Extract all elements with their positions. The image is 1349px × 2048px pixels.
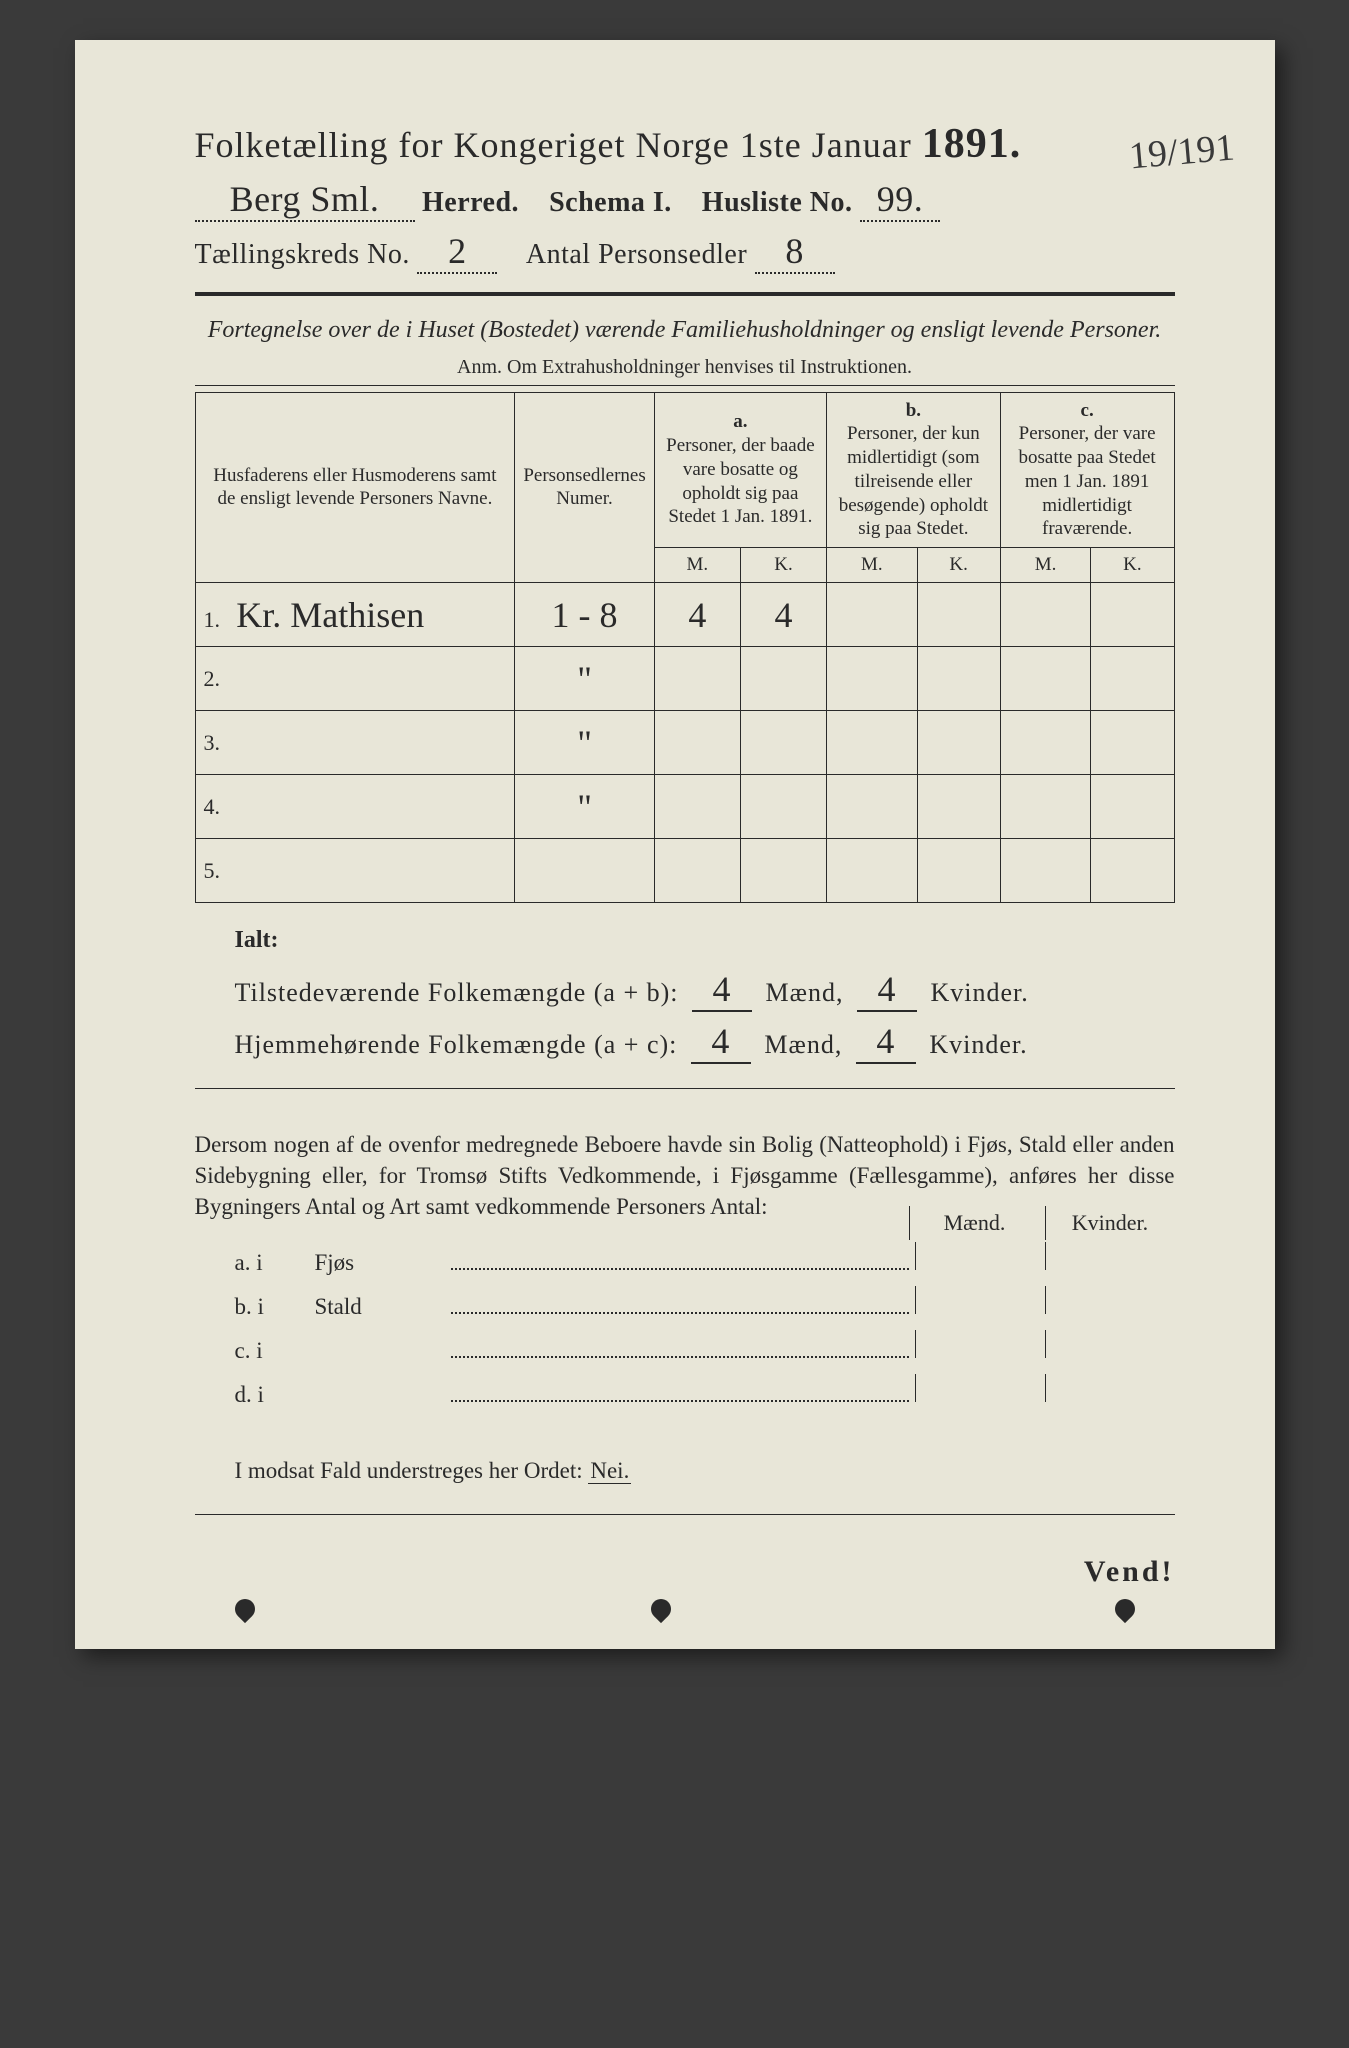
- building-row: d. i: [235, 1374, 1175, 1408]
- kvinder-label: Kvinder.: [929, 1030, 1027, 1059]
- present-m: 4: [692, 968, 752, 1012]
- census-table: Husfaderens eller Husmoderens samt de en…: [195, 392, 1175, 904]
- divider: [195, 1088, 1175, 1089]
- header-line-3: Tællingskreds No. 2 Antal Personsedler 8: [195, 230, 1175, 274]
- col-header-a: a. Personer, der baade vare bosatte og o…: [654, 392, 826, 548]
- mk-header: K.: [740, 548, 826, 583]
- husliste-label: Husliste No.: [702, 187, 853, 218]
- col-header-c: c. Personer, der vare bosatte paa Stedet…: [1000, 392, 1174, 548]
- subtitle: Fortegnelse over de i Huset (Bostedet) v…: [195, 314, 1175, 348]
- divider: [195, 385, 1175, 386]
- building-row: c. i: [235, 1330, 1175, 1364]
- col-header-num: Personsedlernes Numer.: [515, 392, 654, 583]
- schema-label: Schema I.: [549, 187, 672, 218]
- modsat-text: I modsat Fald understreges her Ordet:: [235, 1458, 589, 1483]
- paper-tear-icon: [230, 1595, 258, 1623]
- kvinder-label: Kvinder.: [930, 978, 1028, 1007]
- present-k: 4: [857, 968, 917, 1012]
- totals-resident: Hjemmehørende Folkemængde (a + c): 4 Mæn…: [235, 1020, 1175, 1064]
- bh-maend: Mænd.: [909, 1206, 1039, 1240]
- totals-present: Tilstedeværende Folkemængde (a + b): 4 M…: [235, 968, 1175, 1012]
- col-header-b: b. Personer, der kun midlertidigt (som t…: [827, 392, 1001, 548]
- census-form-page: 19/191 Folketælling for Kongeriget Norge…: [75, 40, 1275, 1649]
- mk-header: M.: [1000, 548, 1091, 583]
- title-text: Folketælling for Kongeriget Norge 1ste J…: [195, 125, 912, 165]
- ialt-label: Ialt:: [235, 927, 1175, 954]
- kreds-no: 2: [417, 230, 497, 274]
- maend-label: Mænd,: [766, 978, 844, 1007]
- label-b: b.: [906, 400, 921, 421]
- desc-b: Personer, der kun midlertidigt (som tilr…: [839, 423, 988, 539]
- mk-header: K.: [1091, 548, 1174, 583]
- divider: [195, 292, 1175, 296]
- resident-k: 4: [856, 1020, 916, 1064]
- margin-annotation: 19/191: [1127, 125, 1236, 178]
- divider: [195, 1514, 1175, 1515]
- desc-c: Personer, der vare bosatte paa Stedet me…: [1019, 423, 1156, 539]
- resident-m: 4: [691, 1020, 751, 1064]
- table-row: 3. ": [195, 711, 1174, 775]
- annotation-note: Anm. Om Extrahusholdninger henvises til …: [195, 356, 1175, 379]
- vend-label: Vend!: [195, 1555, 1175, 1589]
- mk-header: M.: [654, 548, 740, 583]
- paper-tear-icon: [1110, 1595, 1138, 1623]
- nei-word: Nei.: [588, 1458, 631, 1484]
- modsat-line: I modsat Fald understreges her Ordet: Ne…: [235, 1458, 1175, 1484]
- husliste-no: 99.: [860, 178, 940, 222]
- table-row: 4. ": [195, 775, 1174, 839]
- mk-header: M.: [827, 548, 918, 583]
- antal-label: Antal Personsedler: [526, 239, 747, 270]
- buildings-section: Mænd. Kvinder. a. iFjøsb. iStaldc. id. i: [235, 1242, 1175, 1408]
- building-row: b. iStald: [235, 1286, 1175, 1320]
- bh-kvinder: Kvinder.: [1045, 1206, 1175, 1240]
- paper-tear-icon: [646, 1595, 674, 1623]
- label-a: a.: [733, 411, 747, 432]
- title-year: 1891.: [922, 121, 1022, 167]
- table-row: 2. ": [195, 647, 1174, 711]
- present-label: Tilstedeværende Folkemængde (a + b):: [235, 978, 679, 1007]
- buildings-header: Mænd. Kvinder.: [909, 1206, 1175, 1240]
- kreds-label: Tællingskreds No.: [195, 239, 410, 270]
- col-header-name: Husfaderens eller Husmoderens samt de en…: [195, 392, 515, 583]
- table-row: 1. Kr. Mathisen1 - 844: [195, 583, 1174, 647]
- resident-label: Hjemmehørende Folkemængde (a + c):: [235, 1030, 678, 1059]
- desc-a: Personer, der baade vare bosatte og opho…: [666, 435, 815, 527]
- antal-no: 8: [755, 230, 835, 274]
- header-line-2: Berg Sml. Herred. Schema I. Husliste No.…: [195, 178, 1175, 222]
- table-row: 5.: [195, 839, 1174, 903]
- maend-label: Mænd,: [764, 1030, 842, 1059]
- label-c: c.: [1081, 400, 1094, 421]
- building-row: a. iFjøs: [235, 1242, 1175, 1276]
- herred-label: Herred.: [422, 187, 519, 218]
- main-title: Folketælling for Kongeriget Norge 1ste J…: [195, 120, 1175, 168]
- mk-header: K.: [917, 548, 1000, 583]
- herred-value: Berg Sml.: [195, 178, 415, 222]
